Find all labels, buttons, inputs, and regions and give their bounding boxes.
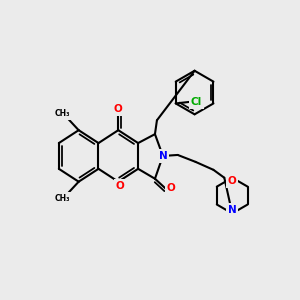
Text: N: N: [158, 151, 167, 161]
Text: N: N: [228, 205, 237, 215]
Text: O: O: [116, 181, 124, 191]
Text: O: O: [167, 183, 175, 193]
Text: CH₃: CH₃: [55, 194, 70, 203]
Text: O: O: [228, 176, 237, 186]
Text: CH₃: CH₃: [55, 109, 70, 118]
Text: O: O: [114, 104, 123, 114]
Text: Cl: Cl: [191, 97, 202, 107]
